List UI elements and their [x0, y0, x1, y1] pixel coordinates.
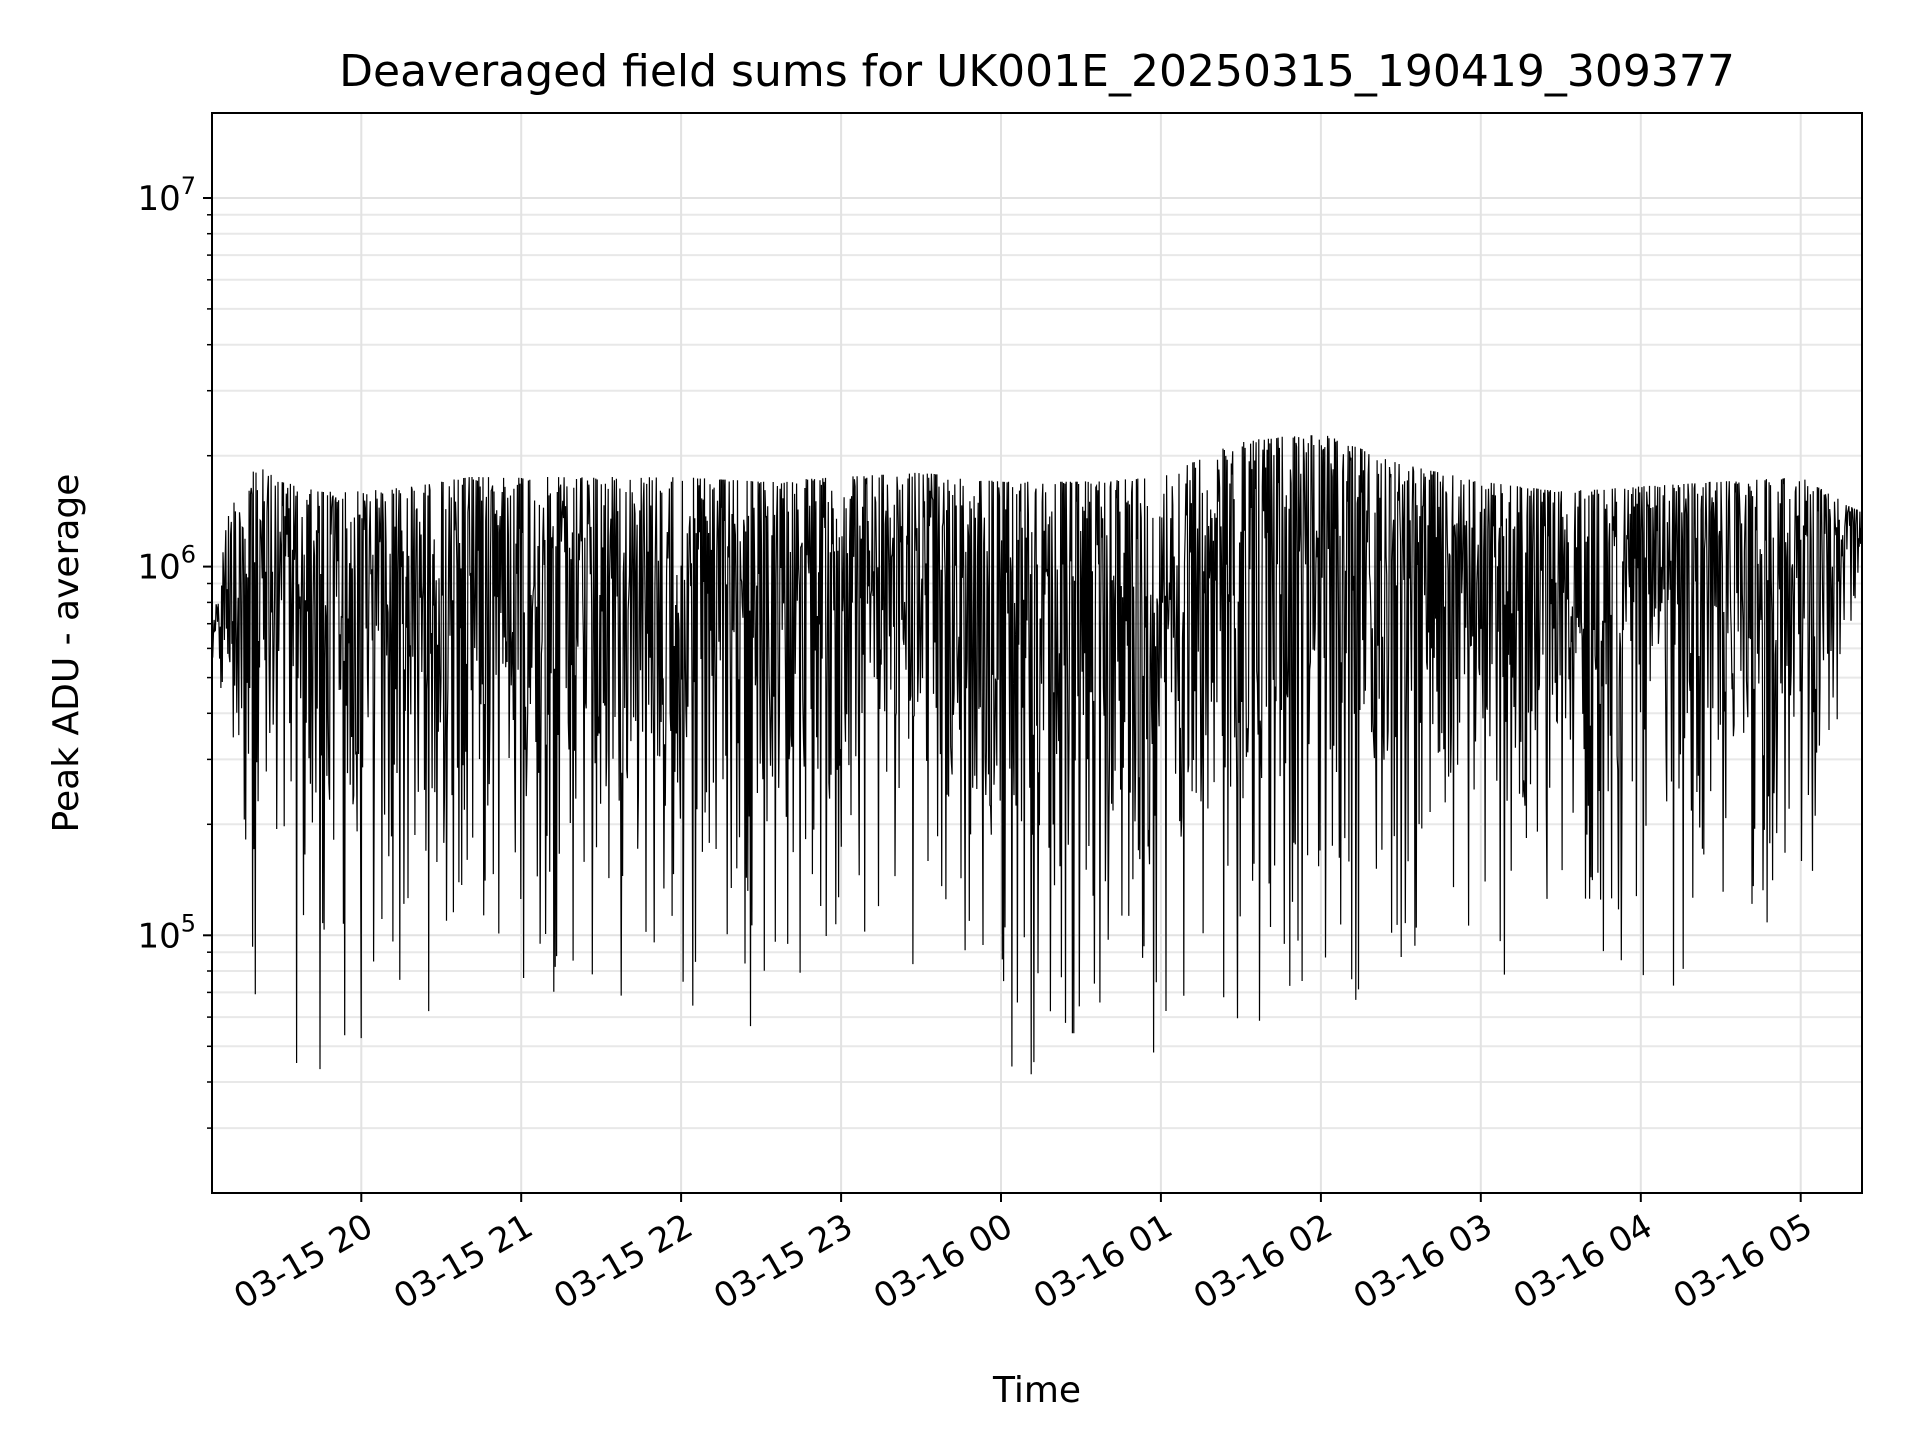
x-axis-label: Time — [992, 1370, 1081, 1411]
plot-frame — [211, 112, 1863, 1194]
y-tick-label: 107 — [137, 172, 196, 219]
series-line — [211, 435, 1863, 1075]
y-axis-label: Peak ADU - average — [46, 474, 87, 833]
series — [211, 435, 1863, 1075]
y-tick-label: 105 — [137, 909, 196, 956]
y-tick-label: 106 — [137, 541, 196, 588]
y-axis: 105 106 107 — [137, 172, 212, 1129]
chart-title: Deaveraged field sums for UK001E_2025031… — [339, 46, 1735, 97]
